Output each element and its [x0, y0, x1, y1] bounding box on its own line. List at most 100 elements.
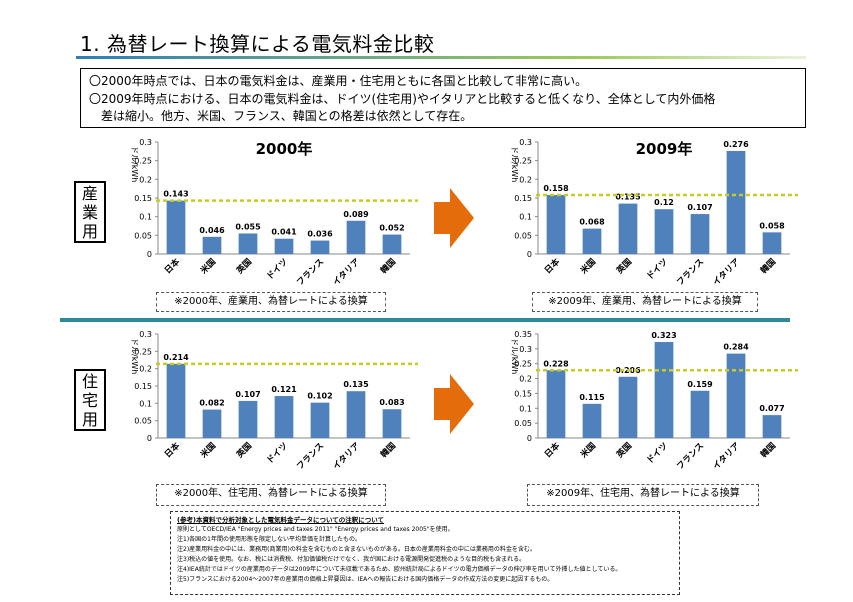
- reference-line: 注3)税込の値を使用。なお、税には消費税、付加価値税だけでなく、我が国における電…: [177, 556, 526, 563]
- data-label: 0.12: [654, 198, 674, 207]
- reference-line: 注5)フランスにおける2004〜2007年の産業用の価格上昇要因は、IEAへの報…: [177, 576, 554, 583]
- data-label: 0.115: [579, 393, 605, 402]
- y-tick-label: 0.15: [514, 194, 532, 203]
- side-label-industrial: 産業用: [74, 181, 106, 243]
- bar: [762, 232, 782, 254]
- category-label: 英国: [614, 256, 635, 277]
- category-label: ドイツ: [645, 441, 670, 466]
- bar: [310, 240, 330, 254]
- y-tick-label: 0.05: [134, 231, 152, 240]
- category-label: 韓国: [378, 440, 398, 460]
- y-tick-label: 0: [527, 250, 532, 259]
- data-label: 0.036: [307, 230, 333, 239]
- category-label: 日本: [162, 440, 182, 460]
- bar: [582, 403, 602, 438]
- data-label: 0.135: [343, 380, 369, 389]
- data-label: 0.158: [543, 184, 569, 193]
- y-tick-label: 0.2: [519, 175, 532, 184]
- y-tick-label: 0.3: [139, 138, 152, 147]
- chart-industrial-2009: 2009年 ドル/kWh 0 0.05 0.1 0.15 0.2 0.25 0.3 0.158 日本…: [498, 136, 798, 288]
- category-label: ドイツ: [645, 257, 670, 282]
- category-label: イタリア: [331, 440, 363, 472]
- summary-line-3: 差は縮小。他方、米国、フランス、韓国との格差は依然として存在。: [101, 109, 473, 123]
- bar: [346, 220, 366, 254]
- summary-line-1: 〇2000年時点では、日本の電気料金は、産業用・住宅用ともに各国と比較して非常に…: [89, 74, 588, 88]
- reference-line: 原則としてOECD/IEA "Energy prices and taxes 2…: [177, 526, 454, 533]
- y-tick-label: 0.1: [519, 404, 532, 413]
- data-label: 0.083: [379, 398, 404, 407]
- bar: [582, 228, 602, 254]
- data-label: 0.276: [723, 140, 749, 149]
- bar: [202, 236, 222, 254]
- chart-industrial-2000: 2000年 ドル/kWh 0 0.05 0.1 0.15 0.2 0.25 0.3 0.143 日本…: [118, 136, 418, 288]
- category-label: イタリア: [331, 256, 363, 288]
- bar: [166, 363, 186, 438]
- data-label: 0.058: [759, 221, 785, 230]
- y-axis-label: ドル/kWh: [130, 338, 139, 374]
- bar: [690, 214, 710, 254]
- chart-residential-2009: ドル/kWh 0 0.05 0.1 0.15 0.2 0.25 0.3 0.35 0.228 日本 0…: [498, 324, 798, 476]
- data-label: 0.089: [343, 210, 369, 219]
- bar: [166, 200, 186, 254]
- side-label-residential: 住宅用: [74, 369, 106, 431]
- note-residential-2000: ※2000年、住宅用、為替レートによる換算: [156, 484, 386, 506]
- y-tick-label: 0.25: [134, 157, 152, 166]
- arrow-right-icon: [434, 374, 474, 434]
- y-tick-label: 0.1: [139, 399, 152, 408]
- data-label: 0.214: [163, 353, 189, 362]
- y-axis-label: ドル/kWh: [510, 146, 519, 182]
- bar: [726, 150, 746, 254]
- data-label: 0.228: [543, 359, 569, 368]
- category-label: 韓国: [758, 440, 778, 460]
- bar: [238, 400, 258, 438]
- chart-title: 2009年: [636, 140, 693, 158]
- title-underline: [76, 56, 806, 59]
- page-title: 1. 為替レート換算による電気料金比較: [80, 32, 435, 56]
- bar: [310, 402, 330, 438]
- category-label: 米国: [578, 440, 598, 460]
- y-tick-label: 0.15: [134, 382, 152, 391]
- y-tick-label: 0.3: [519, 345, 532, 354]
- data-label: 0.107: [235, 390, 260, 399]
- category-label: フランス: [675, 257, 706, 288]
- category-label: フランス: [295, 257, 326, 288]
- y-tick-label: 0.15: [134, 194, 152, 203]
- category-label: 英国: [234, 256, 255, 277]
- chart-svg: 2000年 ドル/kWh 0 0.05 0.1 0.15 0.2 0.25 0.3 0.143 日本…: [130, 138, 418, 288]
- y-tick-label: 0: [147, 434, 152, 443]
- category-label: 英国: [234, 440, 255, 461]
- y-tick-label: 0.3: [519, 138, 532, 147]
- arrow-right-icon: [434, 188, 474, 248]
- y-tick-label: 0.25: [514, 360, 532, 369]
- bar: [546, 370, 566, 438]
- category-label: 日本: [542, 256, 562, 276]
- category-label: 韓国: [378, 256, 398, 276]
- category-label: イタリア: [711, 256, 743, 288]
- section-separator: [60, 318, 790, 322]
- bar: [654, 342, 674, 438]
- y-tick-label: 0.05: [514, 231, 532, 240]
- y-tick-label: 0: [147, 250, 152, 259]
- y-tick-label: 0: [527, 434, 532, 443]
- note-industrial-2009: ※2009年、産業用、為替レートによる換算: [532, 292, 758, 312]
- y-tick-label: 0.1: [519, 213, 532, 222]
- side-label-residential-text: 住宅用: [82, 372, 99, 429]
- y-tick-label: 0.25: [514, 157, 532, 166]
- category-label: ドイツ: [265, 441, 290, 466]
- bar: [726, 353, 746, 438]
- reference-line: 注4)IEA統計ではドイツの産業用のデータは2009年について未収載であるため、…: [177, 566, 622, 573]
- data-label: 0.159: [687, 380, 713, 389]
- data-label: 0.077: [759, 404, 784, 413]
- chart-svg: ドル/kWh 0 0.05 0.1 0.15 0.2 0.25 0.3 0.214 日本 0.082…: [130, 330, 418, 472]
- bar: [618, 376, 638, 438]
- y-tick-label: 0.3: [139, 330, 152, 339]
- bar: [654, 209, 674, 254]
- category-label: 米国: [198, 256, 218, 276]
- bar: [690, 390, 710, 438]
- note-residential-2009: ※2009年、住宅用、為替レートによる換算: [527, 484, 759, 506]
- y-axis-label: ドル/kWh: [130, 146, 139, 182]
- y-tick-label: 0.05: [514, 419, 532, 428]
- y-tick-label: 0.35: [514, 330, 532, 339]
- chart-svg: ドル/kWh 0 0.05 0.1 0.15 0.2 0.25 0.3 0.35 0.228 日本 0…: [510, 330, 798, 472]
- data-label: 0.082: [199, 399, 224, 408]
